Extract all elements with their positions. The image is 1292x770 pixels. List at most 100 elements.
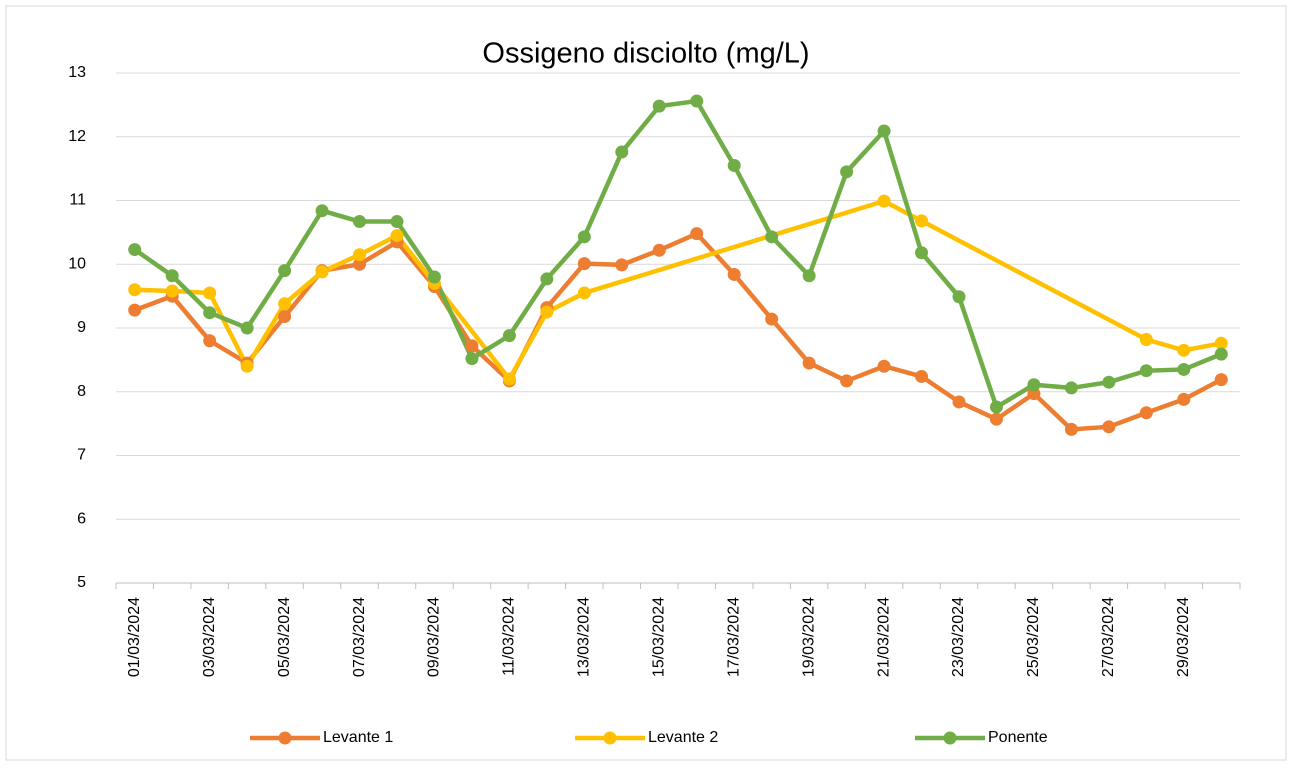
line-segment: [132, 293, 175, 313]
data-point: [353, 257, 367, 271]
line-segment: [657, 231, 699, 253]
line-segment: [357, 239, 400, 267]
data-point: [652, 99, 666, 113]
line-segment: [507, 309, 550, 382]
data-point: [652, 243, 666, 257]
data-point: [1027, 378, 1041, 392]
line-segment: [994, 382, 1037, 410]
data-point: [577, 257, 591, 271]
y-tick-label: 12: [68, 128, 86, 145]
x-tick-label: 09/03/2024: [426, 597, 443, 677]
data-point: [278, 264, 292, 278]
data-point: [915, 214, 929, 228]
chart-title: Ossigeno disciolto (mg/L): [482, 38, 809, 70]
line-segment: [956, 399, 999, 422]
line-segment: [169, 293, 212, 343]
data-point: [502, 329, 516, 343]
data-point: [1177, 392, 1191, 406]
data-point: [540, 305, 554, 319]
x-tick-label: 29/03/2024: [1175, 597, 1192, 677]
y-tick-label: 9: [77, 319, 86, 336]
data-point: [465, 339, 479, 353]
data-point: [802, 269, 816, 283]
legend-label: Ponente: [988, 729, 1048, 746]
data-point: [690, 227, 704, 241]
data-point: [615, 258, 629, 272]
data-point: [390, 215, 404, 229]
line-segment: [1031, 391, 1074, 432]
data-point: [877, 124, 891, 138]
data-point: [989, 412, 1003, 426]
data-point: [315, 265, 329, 279]
data-point: [278, 297, 292, 311]
data-point: [840, 374, 854, 388]
line-segment: [919, 250, 962, 300]
data-point: [1214, 347, 1228, 361]
line-segment: [132, 247, 175, 278]
x-tick-label: 11/03/2024: [501, 597, 518, 676]
data-point: [1064, 381, 1078, 395]
x-tick-label: 23/03/2024: [950, 597, 967, 677]
data-point: [203, 286, 217, 300]
line-segment: [207, 310, 250, 331]
line-segment: [1144, 397, 1187, 416]
data-point: [315, 204, 329, 218]
line-segment: [582, 198, 887, 296]
line-segment: [1106, 410, 1149, 430]
data-point: [952, 395, 966, 409]
data-point: [727, 267, 741, 281]
line-segment: [844, 128, 887, 175]
data-point: [1027, 387, 1041, 401]
data-point: [915, 246, 929, 260]
line-segment: [769, 316, 812, 366]
data-point: [727, 158, 741, 172]
data-point: [952, 290, 966, 304]
line-segment: [619, 247, 662, 268]
data-point: [353, 248, 367, 262]
line-segment: [357, 233, 400, 257]
line-segment: [694, 98, 737, 168]
x-tick-label: 21/03/2024: [875, 597, 892, 677]
x-tick-label: 19/03/2024: [800, 597, 817, 677]
y-tick-label: 5: [77, 574, 86, 591]
line-segment: [1181, 351, 1224, 372]
data-point: [577, 230, 591, 244]
line-segment: [769, 234, 812, 278]
y-tick-label: 10: [68, 255, 86, 272]
line-segment: [919, 374, 962, 405]
data-point: [1102, 420, 1116, 434]
data-point: [1214, 373, 1228, 387]
line-segment: [881, 198, 924, 224]
legend-marker: [278, 731, 292, 745]
data-point: [877, 359, 891, 373]
x-tick-label: 15/03/2024: [650, 597, 667, 677]
x-tick-label: 13/03/2024: [576, 597, 593, 677]
line-segment: [282, 208, 325, 273]
line-segment: [994, 391, 1037, 422]
data-point: [240, 359, 254, 373]
data-point: [390, 229, 404, 243]
data-point: [577, 286, 591, 300]
line-segment: [619, 103, 662, 155]
data-point: [1064, 422, 1078, 436]
line-segment: [844, 364, 887, 384]
data-point: [1177, 362, 1191, 376]
data-point: [690, 94, 704, 108]
x-tick-label: 25/03/2024: [1025, 597, 1042, 677]
x-tick-label: 27/03/2024: [1100, 597, 1117, 677]
legend-marker: [603, 731, 617, 745]
data-point: [989, 400, 1003, 414]
data-point: [128, 283, 142, 297]
data-point: [278, 310, 292, 324]
line-segment: [544, 261, 587, 310]
line-segment: [207, 290, 250, 369]
data-point: [615, 145, 629, 159]
data-point: [915, 369, 929, 383]
legend-marker: [943, 731, 957, 745]
data-point: [502, 372, 516, 386]
line-segment: [806, 360, 849, 384]
line-segment: [394, 239, 437, 289]
line-segment: [469, 333, 512, 361]
y-tick-label: 6: [77, 510, 86, 527]
